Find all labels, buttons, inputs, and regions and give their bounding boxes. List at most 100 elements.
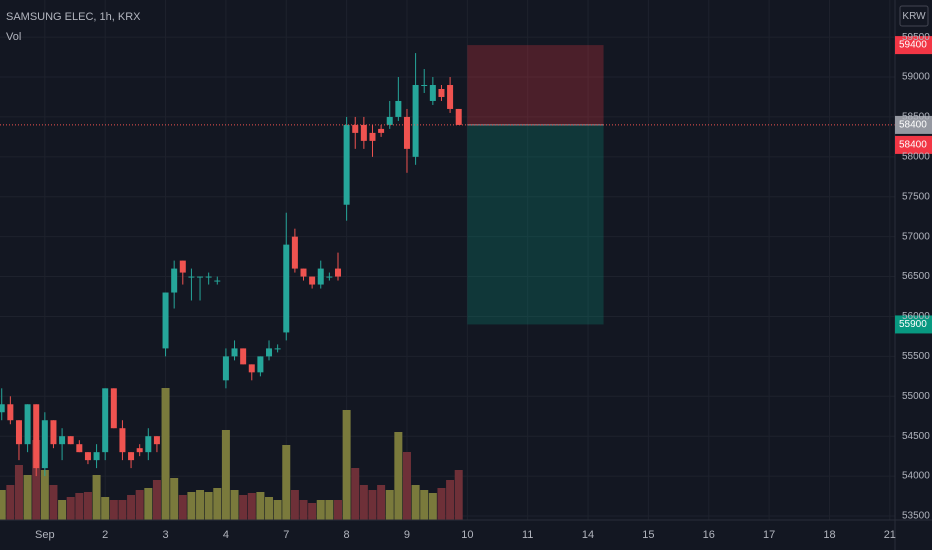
y-tick-label: 59000 bbox=[902, 72, 930, 83]
candle-body bbox=[326, 276, 333, 278]
volume-bar bbox=[256, 492, 265, 520]
price-label-box bbox=[895, 315, 932, 334]
volume-bar bbox=[290, 490, 299, 520]
target-zone bbox=[467, 124, 604, 325]
stop-zone bbox=[467, 45, 604, 125]
volume-bar bbox=[187, 492, 196, 520]
volume-bar bbox=[152, 480, 161, 520]
volume-bar bbox=[265, 497, 274, 520]
volume-bar bbox=[23, 475, 32, 520]
candle-body bbox=[128, 452, 135, 461]
volume-bar bbox=[342, 410, 351, 520]
price-label-box bbox=[895, 36, 932, 55]
x-tick-label: 11 bbox=[522, 529, 533, 541]
volume-bar bbox=[196, 490, 205, 520]
candle-body bbox=[7, 404, 14, 421]
x-tick-label: 16 bbox=[703, 529, 715, 541]
volume-bar bbox=[170, 478, 179, 520]
volume-bar bbox=[368, 490, 377, 520]
y-tick-label: 54000 bbox=[902, 471, 930, 482]
y-tick-label: 57000 bbox=[902, 231, 930, 242]
x-tick-label: 8 bbox=[344, 529, 350, 541]
volume-legend: Vol bbox=[6, 31, 21, 43]
x-tick-label: 3 bbox=[162, 529, 168, 541]
volume-bar bbox=[75, 493, 84, 520]
candle-body bbox=[110, 388, 117, 429]
volume-bar bbox=[127, 495, 136, 520]
candle-body bbox=[188, 276, 195, 278]
volume-bar bbox=[135, 490, 144, 520]
volume-bar bbox=[325, 500, 334, 520]
price-label: 58400 bbox=[899, 140, 927, 151]
volume-bar bbox=[402, 452, 411, 520]
candle-body bbox=[153, 436, 160, 445]
currency-box[interactable] bbox=[899, 5, 929, 27]
x-tick-label: 18 bbox=[823, 529, 835, 541]
candle-body bbox=[214, 280, 221, 282]
candle-body bbox=[257, 356, 264, 373]
candle-body bbox=[93, 452, 100, 461]
candle-body bbox=[334, 268, 341, 277]
y-tick-label: 56500 bbox=[902, 271, 930, 282]
candle-body bbox=[0, 404, 5, 413]
y-tick-label: 54500 bbox=[902, 431, 930, 442]
x-tick-label: 15 bbox=[642, 529, 654, 541]
candle-body bbox=[455, 108, 462, 125]
volume-bar bbox=[394, 432, 403, 520]
price-label: 59400 bbox=[899, 40, 927, 51]
volume-bar bbox=[14, 465, 23, 520]
candle-body bbox=[274, 348, 281, 350]
price-label-box bbox=[895, 115, 932, 134]
volume-bar bbox=[230, 490, 239, 520]
candle-body bbox=[171, 268, 178, 293]
volume-bar bbox=[109, 500, 118, 520]
x-tick-label: 14 bbox=[582, 529, 594, 541]
price-label-box bbox=[895, 135, 932, 154]
x-tick-label: Sep bbox=[35, 529, 55, 541]
currency[interactable]: KRW bbox=[902, 11, 926, 22]
candle-body bbox=[145, 436, 152, 453]
candle-body bbox=[248, 364, 255, 373]
candle-body bbox=[369, 132, 376, 141]
symbol-title: SAMSUNG ELEC, 1h, KRX bbox=[6, 11, 141, 23]
candle-body bbox=[59, 436, 66, 445]
candle-body bbox=[309, 276, 316, 285]
candle-body bbox=[317, 268, 324, 285]
candle-body bbox=[15, 420, 22, 445]
volume-bar bbox=[299, 500, 308, 520]
volume-bar bbox=[454, 470, 463, 520]
volume-bar bbox=[101, 497, 110, 520]
candle-body bbox=[24, 404, 31, 445]
x-tick-label: 17 bbox=[763, 529, 775, 541]
candle-body bbox=[352, 124, 359, 133]
volume-bar bbox=[239, 495, 248, 520]
candle-body bbox=[447, 85, 454, 109]
volume-bar bbox=[282, 445, 291, 520]
volume-bar bbox=[247, 493, 256, 520]
candle-body bbox=[429, 85, 436, 101]
volume-bar bbox=[428, 493, 437, 520]
candle-body bbox=[33, 404, 40, 469]
candle-body bbox=[102, 388, 109, 453]
candle-body bbox=[136, 448, 143, 453]
candle-body bbox=[283, 244, 290, 333]
candle-body bbox=[222, 356, 229, 381]
volume-bar bbox=[0, 490, 6, 520]
volume-bar bbox=[213, 488, 222, 520]
candle-body bbox=[162, 292, 169, 349]
volume-bar bbox=[178, 495, 187, 520]
candle-body bbox=[421, 85, 428, 87]
x-tick-label: 2 bbox=[102, 529, 108, 541]
volume-bar bbox=[66, 497, 75, 520]
candle-body bbox=[291, 236, 298, 269]
volume-bar bbox=[420, 490, 429, 520]
candle-body bbox=[84, 452, 91, 461]
y-tick-label: 58000 bbox=[902, 151, 930, 162]
volume-bar bbox=[221, 430, 230, 520]
volume-bar bbox=[411, 485, 420, 520]
y-tick-label: 59500 bbox=[902, 32, 930, 43]
y-tick-label: 58500 bbox=[902, 112, 930, 123]
volume-bar bbox=[49, 485, 58, 520]
volume-bar bbox=[446, 480, 455, 520]
